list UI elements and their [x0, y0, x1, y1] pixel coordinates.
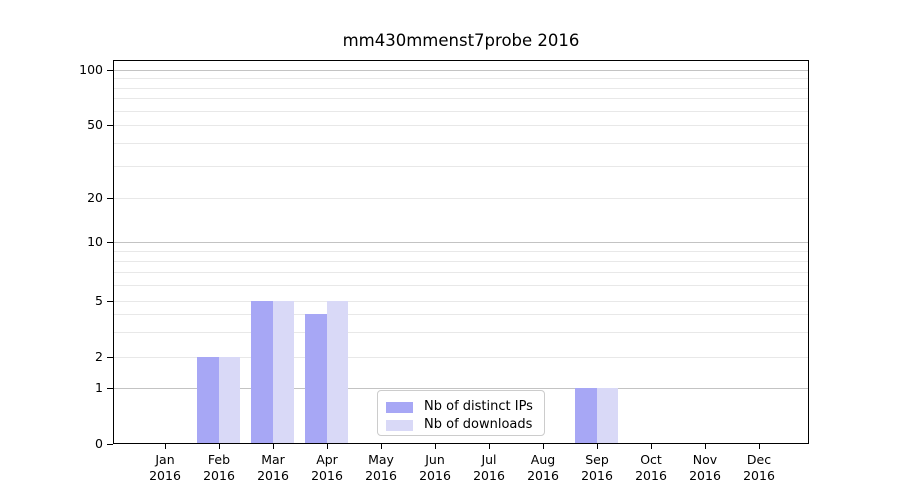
gridline-y-10	[114, 242, 808, 243]
x-tick-mark-aug	[543, 444, 544, 449]
x-tick-mark-mar	[273, 444, 274, 449]
bar-nb-of-downloads-mar	[272, 300, 294, 443]
gridline-y-30	[114, 166, 808, 167]
gridline-y-90	[114, 78, 808, 79]
x-tick-mark-oct	[651, 444, 652, 449]
legend: Nb of distinct IPs Nb of downloads	[377, 390, 545, 436]
y-tick-label-100: 100	[79, 62, 103, 77]
x-tick-mark-feb	[219, 444, 220, 449]
x-tick-mark-apr	[327, 444, 328, 449]
y-tick-label-5: 5	[95, 293, 103, 308]
gridline-y-2	[114, 357, 808, 358]
bar-nb-of-distinct-ips-feb	[197, 357, 219, 443]
y-tick-mark-5	[107, 301, 113, 302]
legend-swatch-distinct-ips	[386, 402, 413, 413]
x-tick-mark-jan	[165, 444, 166, 449]
y-tick-label-1: 1	[95, 380, 103, 395]
gridline-y-100	[114, 70, 808, 71]
y-tick-label-0: 0	[95, 436, 103, 451]
y-tick-label-20: 20	[87, 190, 103, 205]
x-tick-label-nov: Nov 2016	[689, 452, 721, 483]
y-tick-mark-20	[107, 198, 113, 199]
bar-nb-of-distinct-ips-mar	[251, 300, 273, 443]
x-tick-label-may: May 2016	[365, 452, 397, 483]
x-tick-label-jul: Jul 2016	[473, 452, 505, 483]
x-tick-label-aug: Aug 2016	[527, 452, 559, 483]
y-tick-label-2: 2	[95, 349, 103, 364]
legend-entry-distinct-ips: Nb of distinct IPs	[378, 399, 544, 417]
gridline-y-60	[114, 111, 808, 112]
gridline-y-70	[114, 98, 808, 99]
bar-nb-of-downloads-feb	[218, 357, 240, 443]
chart-title: mm430mmenst7probe 2016	[342, 31, 580, 50]
legend-label-downloads: Nb of downloads	[424, 417, 533, 432]
y-tick-mark-100	[107, 70, 113, 71]
x-tick-label-oct: Oct 2016	[635, 452, 667, 483]
legend-entry-downloads: Nb of downloads	[378, 417, 544, 435]
gridline-y-1	[114, 388, 808, 389]
gridline-y-20	[114, 198, 808, 199]
x-tick-label-dec: Dec 2016	[743, 452, 775, 483]
x-tick-label-feb: Feb 2016	[203, 452, 235, 483]
y-tick-mark-50	[107, 125, 113, 126]
x-tick-label-sep: Sep 2016	[581, 452, 613, 483]
gridline-y-50	[114, 125, 808, 126]
y-tick-label-10: 10	[87, 234, 103, 249]
gridline-y-7	[114, 272, 808, 273]
gridline-y-8	[114, 261, 808, 262]
gridline-y-3	[114, 332, 808, 333]
x-tick-label-apr: Apr 2016	[311, 452, 343, 483]
x-tick-mark-may	[381, 444, 382, 449]
x-tick-mark-jun	[435, 444, 436, 449]
y-tick-mark-1	[107, 388, 113, 389]
x-tick-mark-sep	[597, 444, 598, 449]
gridline-y-5	[114, 301, 808, 302]
bar-nb-of-distinct-ips-apr	[305, 314, 327, 443]
bar-nb-of-distinct-ips-sep	[575, 388, 597, 443]
legend-label-distinct-ips: Nb of distinct IPs	[424, 399, 533, 414]
gridline-y-80	[114, 88, 808, 89]
plot-area	[113, 60, 809, 444]
gridline-y-40	[114, 143, 808, 144]
x-tick-mark-dec	[759, 444, 760, 449]
y-tick-mark-2	[107, 357, 113, 358]
y-tick-mark-0	[107, 444, 113, 445]
y-tick-label-50: 50	[87, 117, 103, 132]
x-tick-label-jan: Jan 2016	[149, 452, 181, 483]
gridline-y-4	[114, 314, 808, 315]
x-tick-label-jun: Jun 2016	[419, 452, 451, 483]
x-tick-mark-nov	[705, 444, 706, 449]
x-tick-mark-jul	[489, 444, 490, 449]
bar-nb-of-downloads-sep	[596, 388, 618, 443]
bar-nb-of-downloads-apr	[326, 300, 348, 443]
gridline-y-9	[114, 251, 808, 252]
gridline-y-6	[114, 285, 808, 286]
y-tick-mark-10	[107, 242, 113, 243]
legend-swatch-downloads	[386, 420, 413, 431]
x-tick-label-mar: Mar 2016	[257, 452, 289, 483]
